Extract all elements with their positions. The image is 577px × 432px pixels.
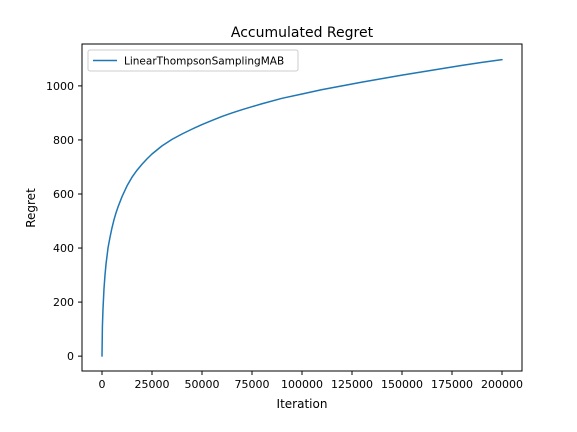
x-axis-title: Iteration: [277, 397, 328, 411]
x-axis-ticks: 0 25000 50000 75000 100000 125000 150000 175000…: [99, 371, 523, 391]
x-tick-label: 100000: [281, 378, 323, 391]
x-tick-label: 200000: [481, 378, 523, 391]
x-tick-label: 0: [99, 378, 106, 391]
y-tick-label: 600: [53, 188, 74, 201]
series-line-0: [101, 58, 503, 357]
legend: LinearThompsonSamplingMAB: [87, 49, 299, 72]
y-tick-label: 0: [67, 350, 74, 363]
x-tick-label: 125000: [331, 378, 373, 391]
x-tick-label: 50000: [185, 378, 220, 391]
series-layer: [101, 58, 503, 357]
x-tick-label: 150000: [381, 378, 423, 391]
y-tick-label: 200: [53, 296, 74, 309]
y-axis-title: Regret: [24, 188, 38, 228]
x-tick-label: 75000: [235, 378, 270, 391]
x-tick-label: 25000: [135, 378, 170, 391]
y-axis-ticks: 0 200 400 600 800 1000: [46, 80, 82, 363]
plot-frame: [81, 43, 523, 372]
y-tick-label: 1000: [46, 80, 74, 93]
legend-box: [87, 49, 299, 72]
legend-label: LinearThompsonSamplingMAB: [124, 56, 284, 68]
y-tick-label: 400: [53, 242, 74, 255]
x-tick-label: 175000: [431, 378, 473, 391]
chart-title: Accumulated Regret: [231, 25, 374, 41]
y-tick-label: 800: [53, 134, 74, 147]
